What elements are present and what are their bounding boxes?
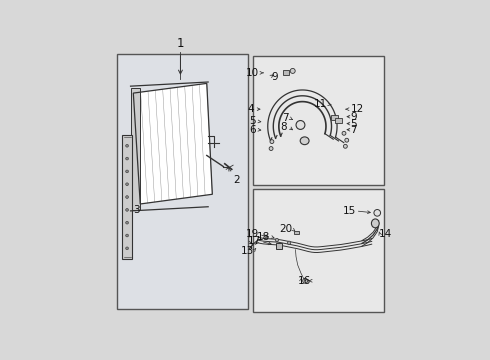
Text: 18: 18 (257, 232, 270, 242)
Text: 9: 9 (271, 72, 278, 82)
Circle shape (343, 144, 347, 148)
Text: 15: 15 (343, 206, 356, 216)
Circle shape (126, 144, 128, 147)
Text: 7: 7 (350, 125, 357, 135)
Circle shape (126, 195, 128, 198)
Polygon shape (130, 87, 140, 210)
Text: 5: 5 (350, 118, 357, 129)
Text: 7: 7 (282, 113, 288, 123)
Circle shape (126, 221, 128, 224)
Text: 3: 3 (133, 204, 140, 215)
Text: 20: 20 (279, 224, 292, 234)
Ellipse shape (300, 137, 309, 145)
Circle shape (269, 147, 273, 150)
Bar (275, 243, 282, 249)
Text: 9: 9 (350, 112, 357, 122)
Text: 19: 19 (245, 229, 259, 239)
Circle shape (126, 234, 128, 237)
Text: 16: 16 (298, 276, 312, 286)
Bar (283, 70, 289, 75)
Text: 2: 2 (233, 175, 240, 185)
Polygon shape (133, 84, 212, 204)
Text: 11: 11 (314, 99, 327, 109)
Text: 1: 1 (177, 37, 184, 50)
Circle shape (275, 238, 279, 242)
Text: 14: 14 (379, 229, 392, 239)
Bar (294, 231, 299, 234)
Circle shape (126, 247, 128, 250)
Text: 4: 4 (247, 104, 254, 114)
Circle shape (126, 208, 128, 211)
Circle shape (126, 183, 128, 186)
Text: 8: 8 (281, 122, 287, 132)
Circle shape (342, 131, 346, 135)
Circle shape (374, 210, 381, 216)
Bar (252, 189, 384, 312)
Circle shape (345, 138, 349, 142)
Ellipse shape (371, 219, 379, 228)
Bar (252, 56, 384, 185)
Bar (331, 115, 338, 120)
Circle shape (296, 121, 305, 129)
Bar (122, 135, 132, 260)
Text: 10: 10 (246, 68, 259, 78)
Circle shape (288, 241, 291, 244)
Bar (335, 118, 343, 123)
Text: 6: 6 (249, 125, 256, 135)
Circle shape (270, 140, 274, 144)
Text: 5: 5 (249, 116, 256, 126)
Text: 12: 12 (350, 104, 364, 114)
Bar (117, 54, 248, 309)
Circle shape (290, 68, 295, 73)
Circle shape (303, 278, 308, 283)
Circle shape (126, 157, 128, 160)
Text: 17: 17 (247, 237, 261, 246)
Circle shape (126, 170, 128, 173)
Text: 13: 13 (241, 246, 254, 256)
